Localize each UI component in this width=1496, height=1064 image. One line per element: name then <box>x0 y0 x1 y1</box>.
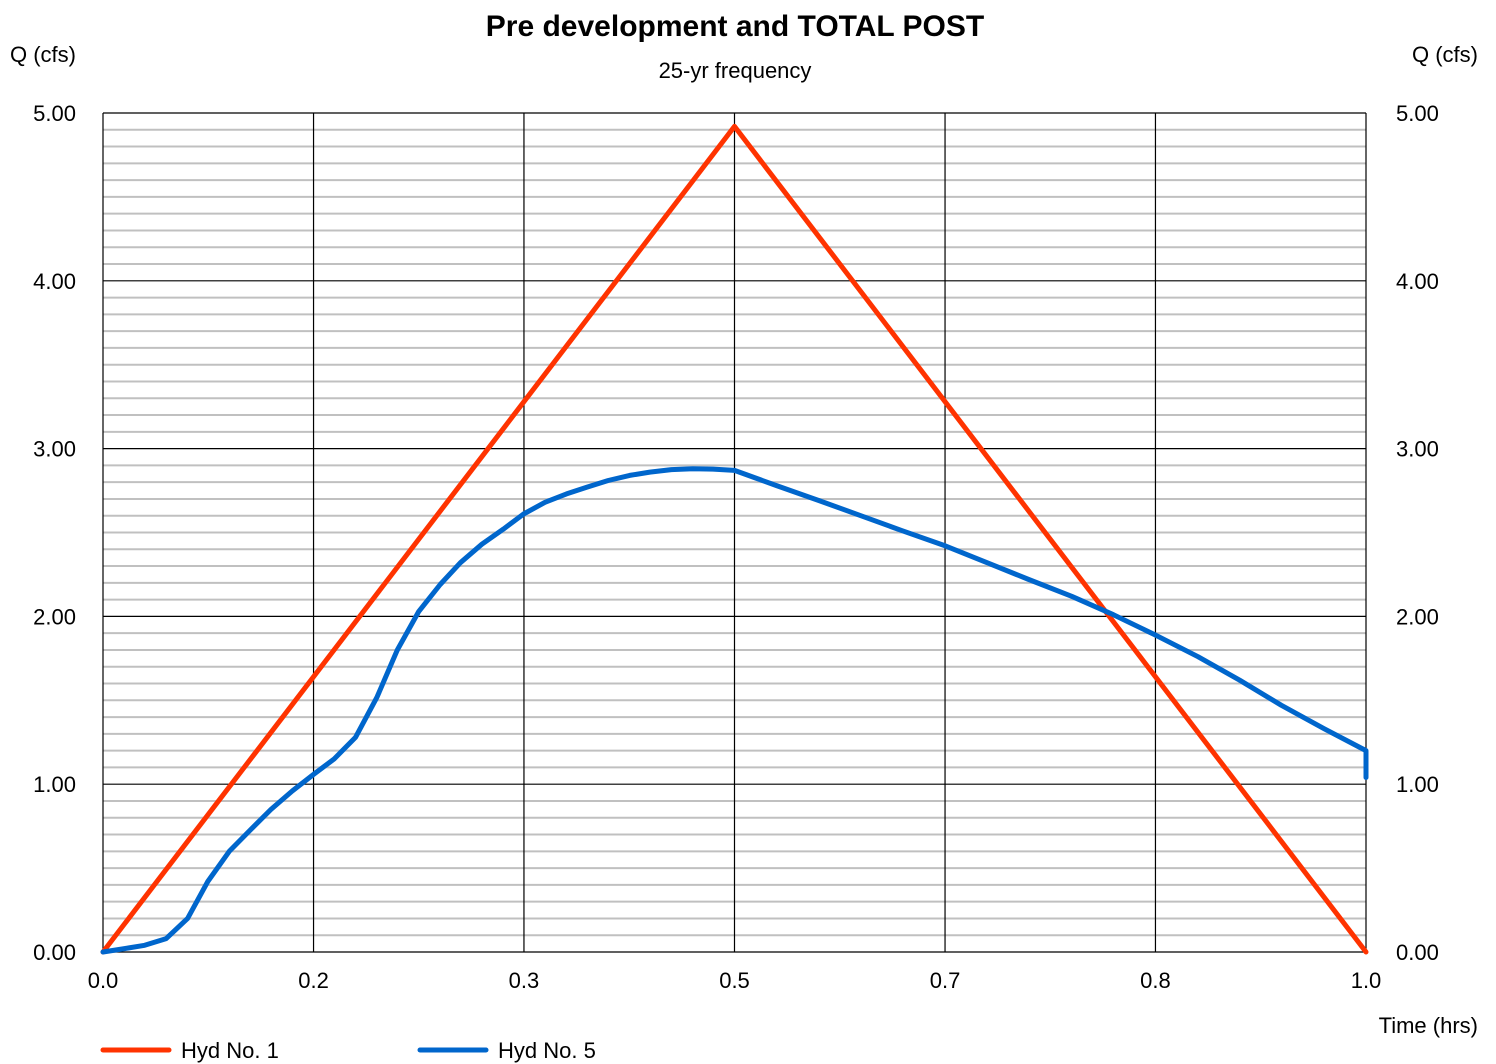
y-tick-label-left: 4.00 <box>33 269 76 294</box>
x-tick-label: 1.0 <box>1351 968 1382 993</box>
series-line-2 <box>100 466 1369 955</box>
chart-title: Pre development and TOTAL POST <box>486 10 984 43</box>
series-layer <box>100 123 1369 955</box>
y-tick-label-left: 3.00 <box>33 437 76 462</box>
legend: Hyd No. 1 Hyd No. 5 <box>100 1038 596 1063</box>
x-tick-label: 0.5 <box>719 968 750 993</box>
y-tick-label-left: 0.00 <box>33 940 76 965</box>
legend-label-2: Hyd No. 5 <box>498 1038 596 1063</box>
major-gridlines <box>102 112 1367 953</box>
y-tick-label-left: 1.00 <box>33 772 76 797</box>
y-tick-label-right: 3.00 <box>1396 437 1439 462</box>
x-tick-label: 0.2 <box>298 968 329 993</box>
y-tick-label-right: 0.00 <box>1396 940 1439 965</box>
chart-subtitle: 25-yr frequency <box>659 58 812 83</box>
legend-label-1: Hyd No. 1 <box>181 1038 279 1063</box>
x-tick-label: 0.7 <box>930 968 961 993</box>
y-tick-label-left: 5.00 <box>33 101 76 126</box>
tick-labels: 0.00 0.00 1.00 1.00 2.00 2.00 3.00 3.00 4.00 4.00… <box>33 101 1439 993</box>
y-axis-label-left: Q (cfs) <box>10 42 76 67</box>
y-tick-label-right: 4.00 <box>1396 269 1439 294</box>
x-tick-label: 0.8 <box>1140 968 1171 993</box>
y-axis-label-right: Q (cfs) <box>1412 42 1478 67</box>
x-axis-label: Time (hrs) <box>1379 1013 1478 1038</box>
series-line-1 <box>100 123 1369 955</box>
y-tick-label-right: 1.00 <box>1396 772 1439 797</box>
y-tick-label-right: 5.00 <box>1396 101 1439 126</box>
y-tick-label-left: 2.00 <box>33 604 76 629</box>
x-tick-label: 0.0 <box>88 968 119 993</box>
x-tick-label: 0.3 <box>509 968 540 993</box>
y-tick-label-right: 2.00 <box>1396 604 1439 629</box>
